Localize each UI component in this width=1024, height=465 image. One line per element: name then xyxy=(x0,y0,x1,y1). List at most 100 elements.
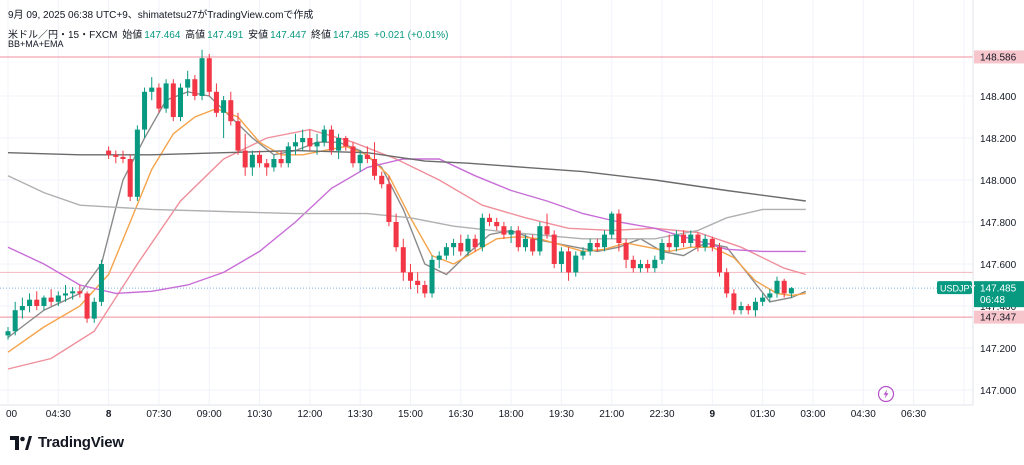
candle-18 xyxy=(134,125,140,201)
line-sma_fast xyxy=(7,91,807,339)
candle-93 xyxy=(673,230,679,252)
candle-3 xyxy=(27,293,33,313)
candle-24 xyxy=(177,83,184,122)
tradingview-logo[interactable]: TradingView xyxy=(10,434,124,451)
candle-9 xyxy=(70,287,76,300)
open-label: 始値 xyxy=(122,30,143,41)
candle-54 xyxy=(393,213,399,252)
current-price-countdown: 06:48 xyxy=(980,295,1005,306)
candle-60 xyxy=(436,251,442,269)
candle-27 xyxy=(199,49,205,101)
candle-0 xyxy=(5,327,11,340)
candle-6 xyxy=(48,289,54,306)
symbol-name[interactable]: 米ドル／円・15・FXCM xyxy=(8,30,118,41)
time-tick-0: 00 xyxy=(6,409,18,420)
candlesticks xyxy=(5,49,794,340)
price-tag-lower: 147.347 xyxy=(980,313,1017,324)
indicator-lines xyxy=(7,91,807,370)
time-tick-8: 15:00 xyxy=(398,409,423,420)
price-tag-upper: 148.586 xyxy=(980,52,1017,63)
time-tick-11: 19:30 xyxy=(549,409,574,420)
indicator-legend[interactable]: BB+MA+EMA xyxy=(8,39,64,49)
candle-51 xyxy=(372,142,378,180)
time-tick-5: 10:30 xyxy=(247,409,272,420)
candle-46 xyxy=(336,133,342,159)
candle-44 xyxy=(321,125,327,147)
line-bb_mid xyxy=(7,158,806,295)
candle-88 xyxy=(637,259,643,273)
candle-84 xyxy=(609,211,615,239)
time-tick-1: 04:30 xyxy=(46,409,71,420)
candle-66 xyxy=(479,213,485,252)
candle-35 xyxy=(257,150,263,168)
candle-79 xyxy=(573,251,579,277)
candle-105 xyxy=(760,293,766,306)
candle-25 xyxy=(185,70,191,96)
time-tick-13: 22:30 xyxy=(650,409,675,420)
candle-97 xyxy=(702,234,708,252)
candle-1 xyxy=(12,301,18,336)
candle-19 xyxy=(142,87,148,138)
candle-64 xyxy=(465,234,471,256)
candle-17 xyxy=(127,154,133,201)
current-price-value: 147.485 xyxy=(980,284,1017,295)
candle-87 xyxy=(630,255,636,273)
candle-91 xyxy=(659,238,665,264)
symbol-legend[interactable]: 米ドル／円・15・FXCM 始値 147.464 高値 147.491 安値 147.… xyxy=(8,26,450,41)
lightning-icon[interactable] xyxy=(877,385,895,403)
candle-36 xyxy=(264,159,270,176)
candle-68 xyxy=(494,217,500,231)
change-value: +0.021 (+0.01%) xyxy=(373,30,449,41)
candle-59 xyxy=(429,255,435,298)
candle-92 xyxy=(666,234,672,252)
time-tick-14: 9 xyxy=(710,409,716,420)
candle-28 xyxy=(206,54,212,96)
candle-61 xyxy=(443,243,449,260)
candle-12 xyxy=(91,297,97,323)
candle-31 xyxy=(228,91,234,126)
price-tick-3: 147.800 xyxy=(980,218,1017,229)
candle-100 xyxy=(724,268,730,298)
candle-37 xyxy=(271,154,277,172)
time-tick-15: 01:30 xyxy=(750,409,775,420)
tradingview-logo-text: TradingView xyxy=(38,434,124,451)
price-tick-6: 147.200 xyxy=(980,344,1017,355)
candle-89 xyxy=(645,259,651,273)
candle-2 xyxy=(19,297,25,319)
candle-39 xyxy=(285,142,291,168)
candle-58 xyxy=(422,280,428,298)
candle-83 xyxy=(602,230,608,252)
candle-103 xyxy=(745,303,751,315)
candle-55 xyxy=(400,238,406,281)
candle-5 xyxy=(41,295,47,311)
candle-107 xyxy=(774,276,780,298)
candle-42 xyxy=(307,129,313,151)
candle-52 xyxy=(379,171,385,189)
candle-73 xyxy=(530,234,536,256)
candle-26 xyxy=(192,75,198,101)
time-tick-9: 16:30 xyxy=(448,409,473,420)
candle-94 xyxy=(681,230,687,248)
candle-49 xyxy=(357,150,363,172)
candle-62 xyxy=(451,238,457,256)
price-axis[interactable]: 148.400 148.200 148.000 147.800 147.600 147.4… xyxy=(980,92,1017,397)
candle-29 xyxy=(213,83,219,117)
price-tag-upper-bg xyxy=(974,50,1024,64)
candle-14 xyxy=(106,146,112,159)
candle-85 xyxy=(616,209,622,252)
time-tick-3: 07:30 xyxy=(146,409,171,420)
high-value: 147.491 xyxy=(207,30,244,41)
price-tick-2: 148.000 xyxy=(980,176,1017,187)
candle-41 xyxy=(300,129,306,151)
candle-75 xyxy=(544,213,550,239)
candle-16 xyxy=(120,150,126,164)
candle-32 xyxy=(235,112,241,155)
time-tick-10: 18:00 xyxy=(499,409,524,420)
candle-101 xyxy=(731,289,737,315)
time-tick-6: 12:00 xyxy=(297,409,322,420)
candle-82 xyxy=(594,238,600,252)
candle-74 xyxy=(537,222,543,256)
time-axis[interactable]: 00 04:30 8 07:30 09:00 10:30 12:00 13:30 15:00 16… xyxy=(6,409,927,420)
